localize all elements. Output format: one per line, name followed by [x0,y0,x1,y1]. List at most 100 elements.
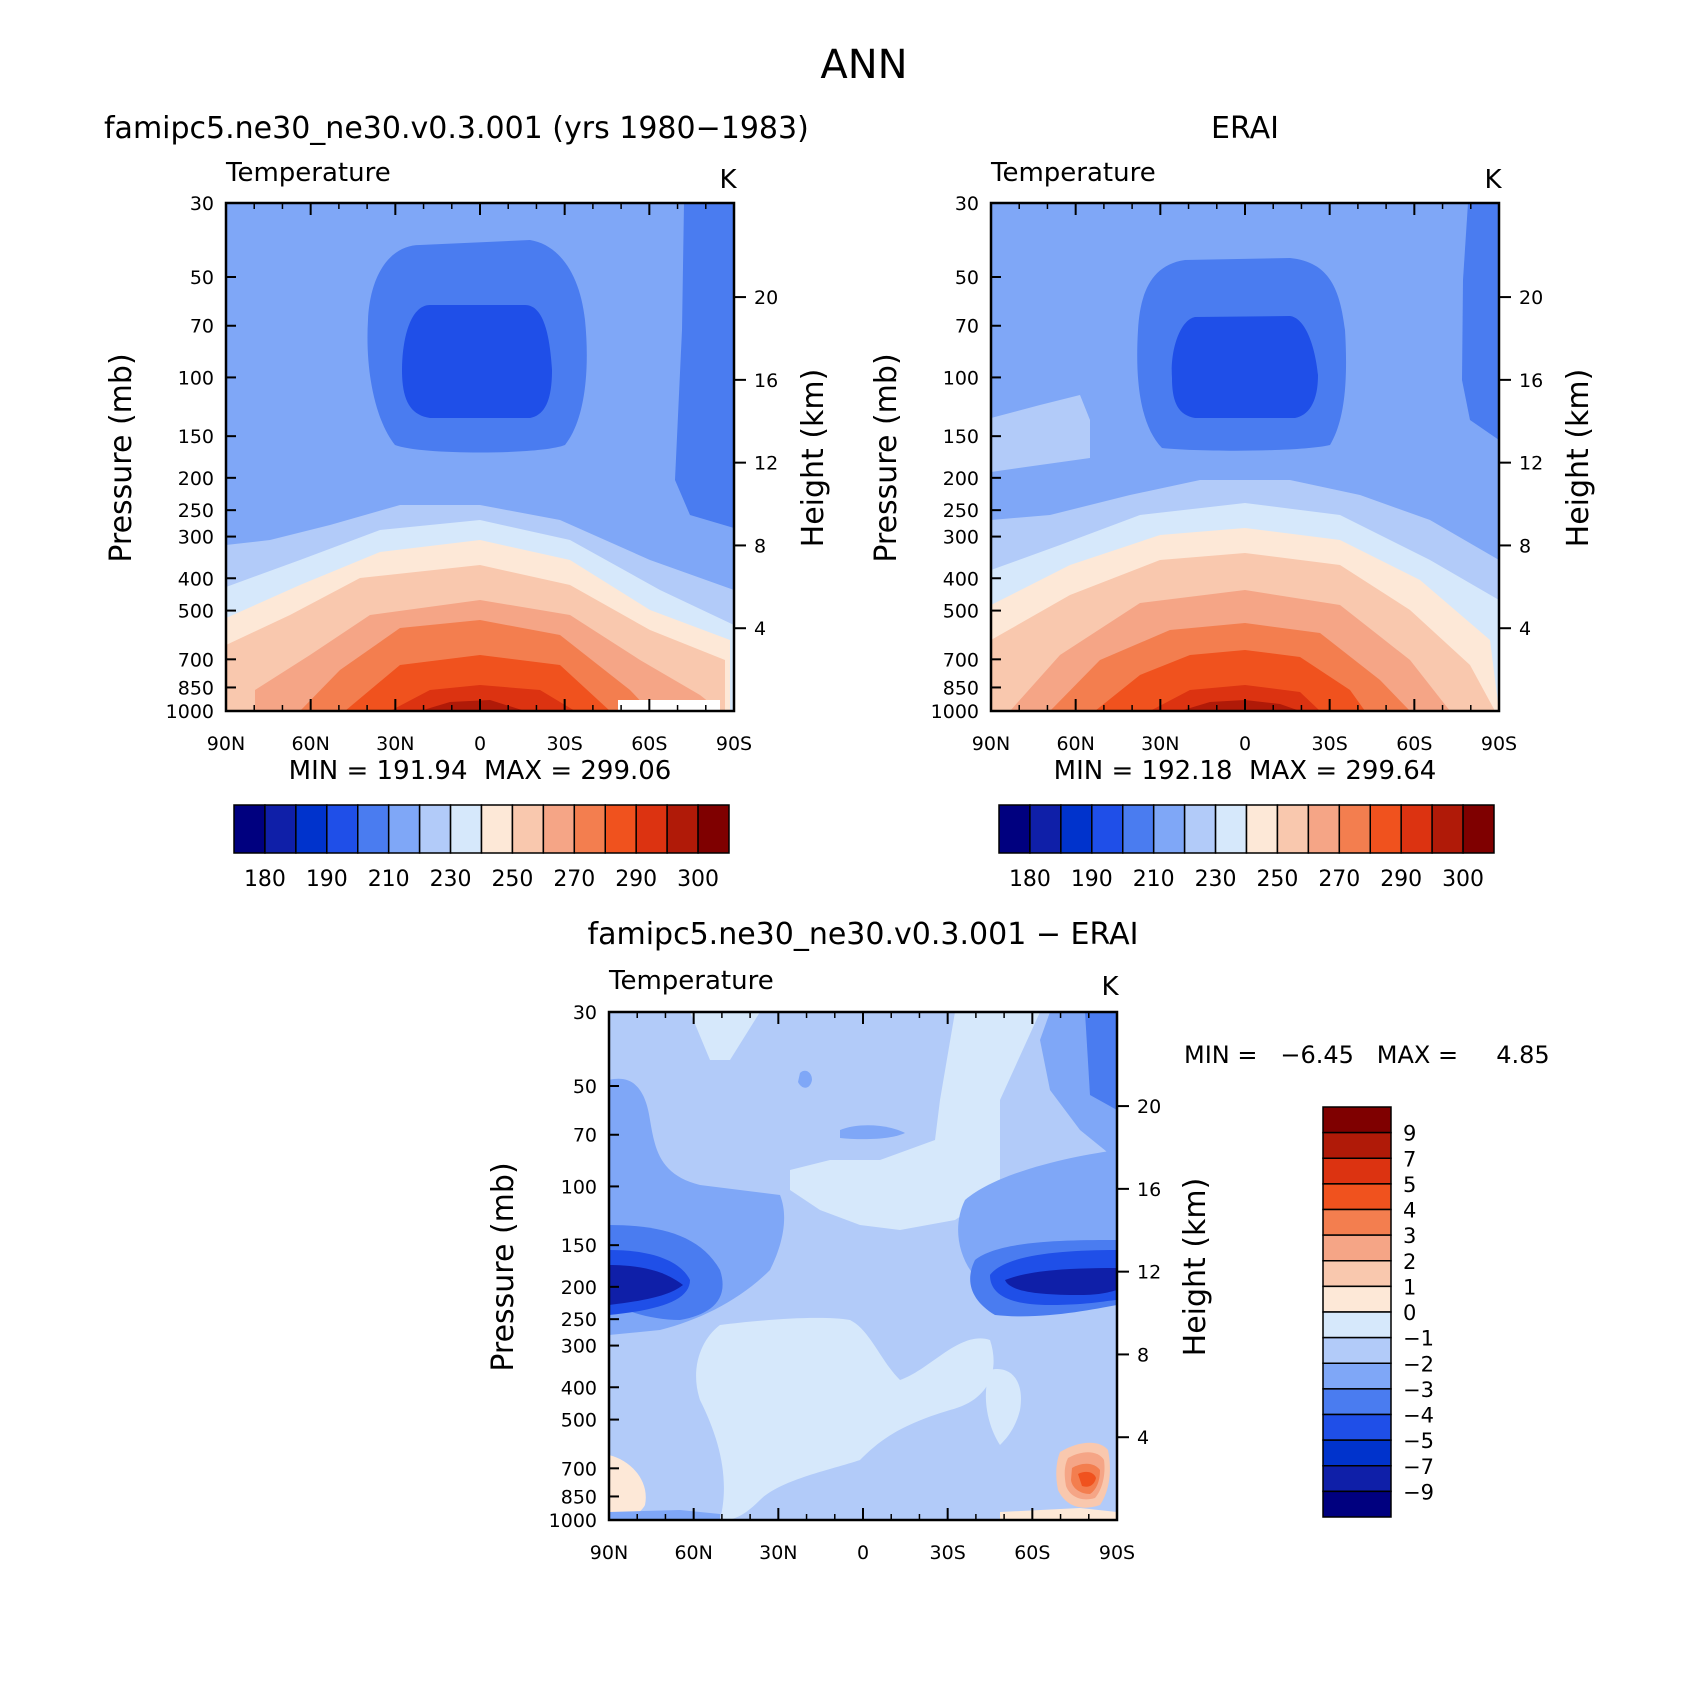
y-tick-label: 50 [190,267,214,289]
colorbar-label: 7 [1403,1147,1416,1171]
y-tick-label: 850 [561,1486,597,1508]
contour-band [1078,1471,1096,1487]
x-axis: 90N 60N 30N 0 30S 60S 90S [590,1012,1135,1564]
y2-tick-label: 8 [1137,1344,1149,1366]
min-max-label: MIN = 191.94 MAX = 299.06 [289,756,672,786]
y-axis-label: Pressure (mb) [104,353,139,562]
colorbar-box [604,804,637,854]
y-tick-label: 200 [943,468,979,490]
x-tick-label: 30S [547,733,583,755]
y-tick-label: 50 [955,267,979,289]
y-tick-label: 200 [178,468,214,490]
x-tick-label: 90S [1099,1542,1135,1564]
y-tick-label: 150 [561,1235,597,1257]
colorbar-box [264,804,297,854]
y-tick-label: 400 [561,1377,597,1399]
x-tick-label: 30N [1141,733,1179,755]
contour-band [402,305,552,418]
y-tick-label: 700 [178,649,214,671]
y-tick-label: 300 [561,1336,597,1358]
min-max-label: MIN = −6.45 MAX = 4.85 [1184,1041,1550,1069]
y-tick-label: 250 [561,1309,597,1331]
y2-axis-label: Height (km) [1561,369,1596,548]
colorbar-label: 210 [368,867,410,892]
colorbar-box [1214,804,1248,854]
contour-band [840,1125,905,1140]
x-tick-label: 90N [207,733,245,755]
colorbar: 180 190 210 230 250 270 290 300 [998,804,1495,892]
y-tick-label: 30 [190,193,214,215]
x-tick-label: 30S [1312,733,1348,755]
colorbar-label: 290 [615,867,657,892]
contour-band [675,203,734,528]
units-label: K [1101,972,1119,1002]
x-tick-label: 60S [631,733,667,755]
contour-band [609,1265,683,1305]
x-axis: 90N 60N 30N 0 30S 60S 90S [207,203,752,755]
colorbar-box [326,804,359,854]
contour-field [991,203,1499,711]
colorbar-box [387,804,421,854]
x-tick-label: 60N [1056,733,1094,755]
x-tick-label: 60S [1014,1542,1050,1564]
y-tick-label: 100 [943,367,979,389]
y2-tick-label: 12 [754,453,778,475]
y-tick-label: 850 [943,677,979,699]
colorbar-box [1322,1208,1392,1236]
colorbar-box [635,804,668,854]
panel-title: famipc5.ne30_ne30.v0.3.001 (yrs 1980−198… [104,111,809,146]
y2-axis-label: Height (km) [1178,1178,1213,1357]
y-tick-label: 1000 [931,701,979,723]
colorbar-box [1060,804,1093,854]
contour-band [991,395,1090,472]
colorbar-label: 300 [1442,867,1484,892]
x-tick-label: 30N [759,1542,797,1564]
colorbar-box [1322,1260,1392,1288]
colorbar-box [1091,804,1124,854]
y-tick-label: 700 [943,649,979,671]
y-axis-right: 20 16 12 8 4 [1117,1096,1161,1449]
y-tick-label: 1000 [549,1510,597,1532]
colorbar-box [697,804,730,854]
x-tick-label: 90N [972,733,1010,755]
y2-tick-label: 12 [1519,453,1543,475]
y-tick-label: 70 [955,316,979,338]
missing-data-mask [618,700,720,711]
y2-tick-label: 16 [1519,370,1543,392]
y-tick-label: 50 [573,1076,597,1098]
y-tick-label: 400 [178,568,214,590]
x-tick-label: 90S [716,733,752,755]
colorbar-label: −2 [1403,1352,1434,1376]
y2-tick-label: 4 [1137,1427,1149,1449]
panel-model: famipc5.ne30_ne30.v0.3.001 (yrs 1980−198… [104,111,831,892]
colorbar-box [1322,1490,1392,1518]
panel-title: ERAI [1211,111,1279,146]
colorbar-box [480,804,514,854]
colorbar-box [542,804,576,854]
variable-label: Temperature [225,158,391,188]
contour-band [1085,1012,1117,1110]
contour-band [985,1369,1021,1445]
y-tick-label: 500 [178,601,214,623]
y-tick-label: 1000 [166,701,214,723]
colorbar-box [1322,1131,1392,1159]
colorbar-box [1183,804,1217,854]
colorbar-label: 230 [1195,867,1237,892]
y2-tick-label: 20 [1137,1096,1161,1118]
y-axis-label: Pressure (mb) [869,353,904,562]
colorbar-box [1322,1388,1392,1416]
contour-band [690,1012,760,1060]
contour-band [390,685,575,711]
y-tick-label: 500 [561,1410,597,1432]
colorbar-box [1322,1157,1392,1185]
x-tick-label: 90S [1481,733,1517,755]
contour-band [1462,203,1499,440]
colorbar-box [1322,1336,1392,1364]
colorbar-label: 9 [1403,1122,1416,1146]
colorbar-label: 180 [244,867,286,892]
colorbar-box [418,804,452,854]
contour-band [790,1012,1040,1230]
y-tick-label: 30 [955,193,979,215]
